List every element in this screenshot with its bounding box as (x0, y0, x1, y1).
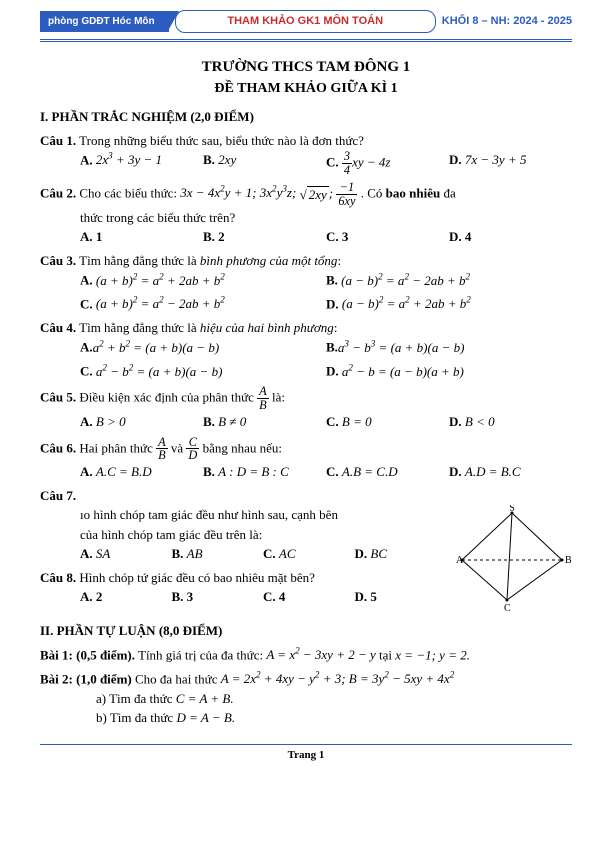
q2-label: Câu 2. (40, 185, 76, 200)
q1-opt-d: D. 7x − 3y + 5 (449, 150, 572, 177)
q3-label: Câu 3. (40, 253, 76, 268)
q2-frac: −16xy (336, 181, 357, 208)
q7-line1: ıo hình chóp tam giác đều như hình sau, … (40, 505, 446, 525)
q3: Câu 3. Tìm hằng đẳng thức là bình phương… (40, 251, 572, 271)
svg-text:S: S (509, 505, 515, 514)
q6-opt-b: B. A : D = B : C (203, 462, 326, 482)
b2: Bài 2: (1,0 điểm) Cho đa hai thức A = 2x… (40, 669, 572, 689)
page: phòng GDĐT Hóc Môn THAM KHẢO GK1 MÔN TOÁ… (0, 0, 600, 773)
q8-opt-a: A. 2 (80, 587, 172, 607)
q5-options: A. B > 0 B. B ≠ 0 C. B = 0 D. B < 0 (40, 412, 572, 432)
q3-opt-a: A. (a + b)2 = a2 + 2ab + b2 (80, 270, 326, 290)
q7-options: A. SA B. AB C. AC D. BC (40, 544, 446, 564)
q3-opt-c: C. (a + b)2 = a2 − 2ab + b2 (80, 294, 326, 314)
q4-label: Câu 4. (40, 320, 76, 335)
term-info: KHỐI 8 – NH: 2024 - 2025 (442, 13, 572, 30)
q1-text: Trong những biểu thức sau, biểu thức nào… (79, 133, 364, 148)
q1: Câu 1. Trong những biểu thức sau, biểu t… (40, 131, 572, 151)
q6-opt-a: A. A.C = B.D (80, 462, 203, 482)
q6: Câu 6. Hai phân thức AB và CD bằng nhau … (40, 436, 572, 463)
q6-label: Câu 6. (40, 440, 76, 455)
district-badge: phòng GDĐT Hóc Môn (40, 11, 169, 32)
pyramid-diagram: S A B C (452, 505, 572, 615)
q6-options: A. A.C = B.D B. A : D = B : C C. A.B = C… (40, 462, 572, 482)
q1-opt-a: A. 2x3 + 3y − 1 (80, 150, 203, 177)
q1-opt-c: C. 34xy − 4z (326, 150, 449, 177)
svg-text:A: A (456, 555, 464, 566)
q4-opt-a: A.a2 + b2 = (a + b)(a − b) (80, 337, 326, 357)
q1-label: Câu 1. (40, 133, 76, 148)
q5-opt-c: C. B = 0 (326, 412, 449, 432)
q3-opt-b: B. (a − b)2 = a2 − 2ab + b2 (326, 270, 572, 290)
q7: Câu 7. (40, 486, 572, 506)
header: phòng GDĐT Hóc Môn THAM KHẢO GK1 MÔN TOÁ… (40, 10, 572, 33)
q6-opt-c: C. A.B = C.D (326, 462, 449, 482)
q8-label: Câu 8. (40, 570, 76, 585)
q1-opt-b: B. 2xy (203, 150, 326, 177)
q7-opt-b: B. AB (172, 544, 264, 564)
exam-title: ĐỀ THAM KHẢO GIỮA KÌ 1 (40, 78, 572, 99)
q4-options: A.a2 + b2 = (a + b)(a − b) B.a3 − b3 = (… (40, 337, 572, 381)
q7-opt-a: A. SA (80, 544, 172, 564)
q5-opt-b: B. B ≠ 0 (203, 412, 326, 432)
q2-lead: Cho các biểu thức: (79, 185, 180, 200)
q2-opt-b: B. 2 (203, 227, 326, 247)
q4-opt-d: D. a2 − b = (a − b)(a + b) (326, 361, 572, 381)
q3-options: A. (a + b)2 = a2 + 2ab + b2 B. (a − b)2 … (40, 270, 572, 314)
q5-label: Câu 5. (40, 390, 76, 405)
b2-sub-a: a) Tìm đa thức C = A + B. (40, 689, 572, 709)
q5-frac: AB (257, 385, 269, 412)
q8-opt-b: B. 3 (172, 587, 264, 607)
q7-opt-d: D. BC (355, 544, 447, 564)
q5-opt-d: D. B < 0 (449, 412, 572, 432)
q8-options: A. 2 B. 3 C. 4 D. 5 (40, 587, 446, 607)
q2-expr: 3x − 4x2y + 1; 3x2y3z; (180, 185, 299, 200)
q2-sqrt: 2xy (300, 185, 329, 205)
b1: Bài 1: (0,5 điểm). Tính giá trị của đa t… (40, 645, 572, 665)
exam-ref: THAM KHẢO GK1 MÔN TOÁN (175, 10, 436, 33)
q4-opt-b: B.a3 − b3 = (a + b)(a − b) (326, 337, 572, 357)
page-footer: Trang 1 (40, 744, 572, 764)
q6-opt-d: D. A.D = B.C (449, 462, 572, 482)
q1-options: A. 2x3 + 3y − 1 B. 2xy C. 34xy − 4z D. 7… (40, 150, 572, 177)
q5-opt-a: A. B > 0 (80, 412, 203, 432)
svg-text:C: C (504, 603, 511, 614)
q5: Câu 5. Điều kiện xác định của phân thức … (40, 385, 572, 412)
q8-opt-d: D. 5 (355, 587, 447, 607)
q2-line2: thức trong các biểu thức trên? (40, 208, 572, 228)
q4-opt-c: C. a2 − b2 = (a + b)(a − b) (80, 361, 326, 381)
divider (40, 39, 572, 42)
q3-opt-d: D. (a − b)2 = a2 + 2ab + b2 (326, 294, 572, 314)
q2-options: A. 1 B. 2 C. 3 D. 4 (40, 227, 572, 247)
q7-opt-c: C. AC (263, 544, 355, 564)
q7-body: ıo hình chóp tam giác đều như hình sau, … (40, 505, 572, 615)
q4: Câu 4. Tìm hằng đẳng thức là hiệu của ha… (40, 318, 572, 338)
q7-label: Câu 7. (40, 488, 76, 503)
section-1-heading: I. PHẦN TRẮC NGHIỆM (2,0 ĐIỂM) (40, 107, 572, 127)
q7-line2: của hình chóp tam giác đều trên là: (40, 525, 446, 545)
section-2-heading: II. PHẦN TỰ LUẬN (8,0 ĐIỂM) (40, 621, 572, 641)
q2-opt-c: C. 3 (326, 227, 449, 247)
q2-opt-d: D. 4 (449, 227, 572, 247)
q8-opt-c: C. 4 (263, 587, 355, 607)
q2: Câu 2. Cho các biểu thức: 3x − 4x2y + 1;… (40, 181, 572, 208)
q2-opt-a: A. 1 (80, 227, 203, 247)
svg-text:B: B (565, 555, 572, 566)
b2-sub-b: b) Tìm đa thức D = A − B. (40, 708, 572, 728)
school-title: TRƯỜNG THCS TAM ĐÔNG 1 (40, 56, 572, 79)
q8: Câu 8. Hình chóp tứ giác đều có bao nhiê… (40, 568, 446, 588)
